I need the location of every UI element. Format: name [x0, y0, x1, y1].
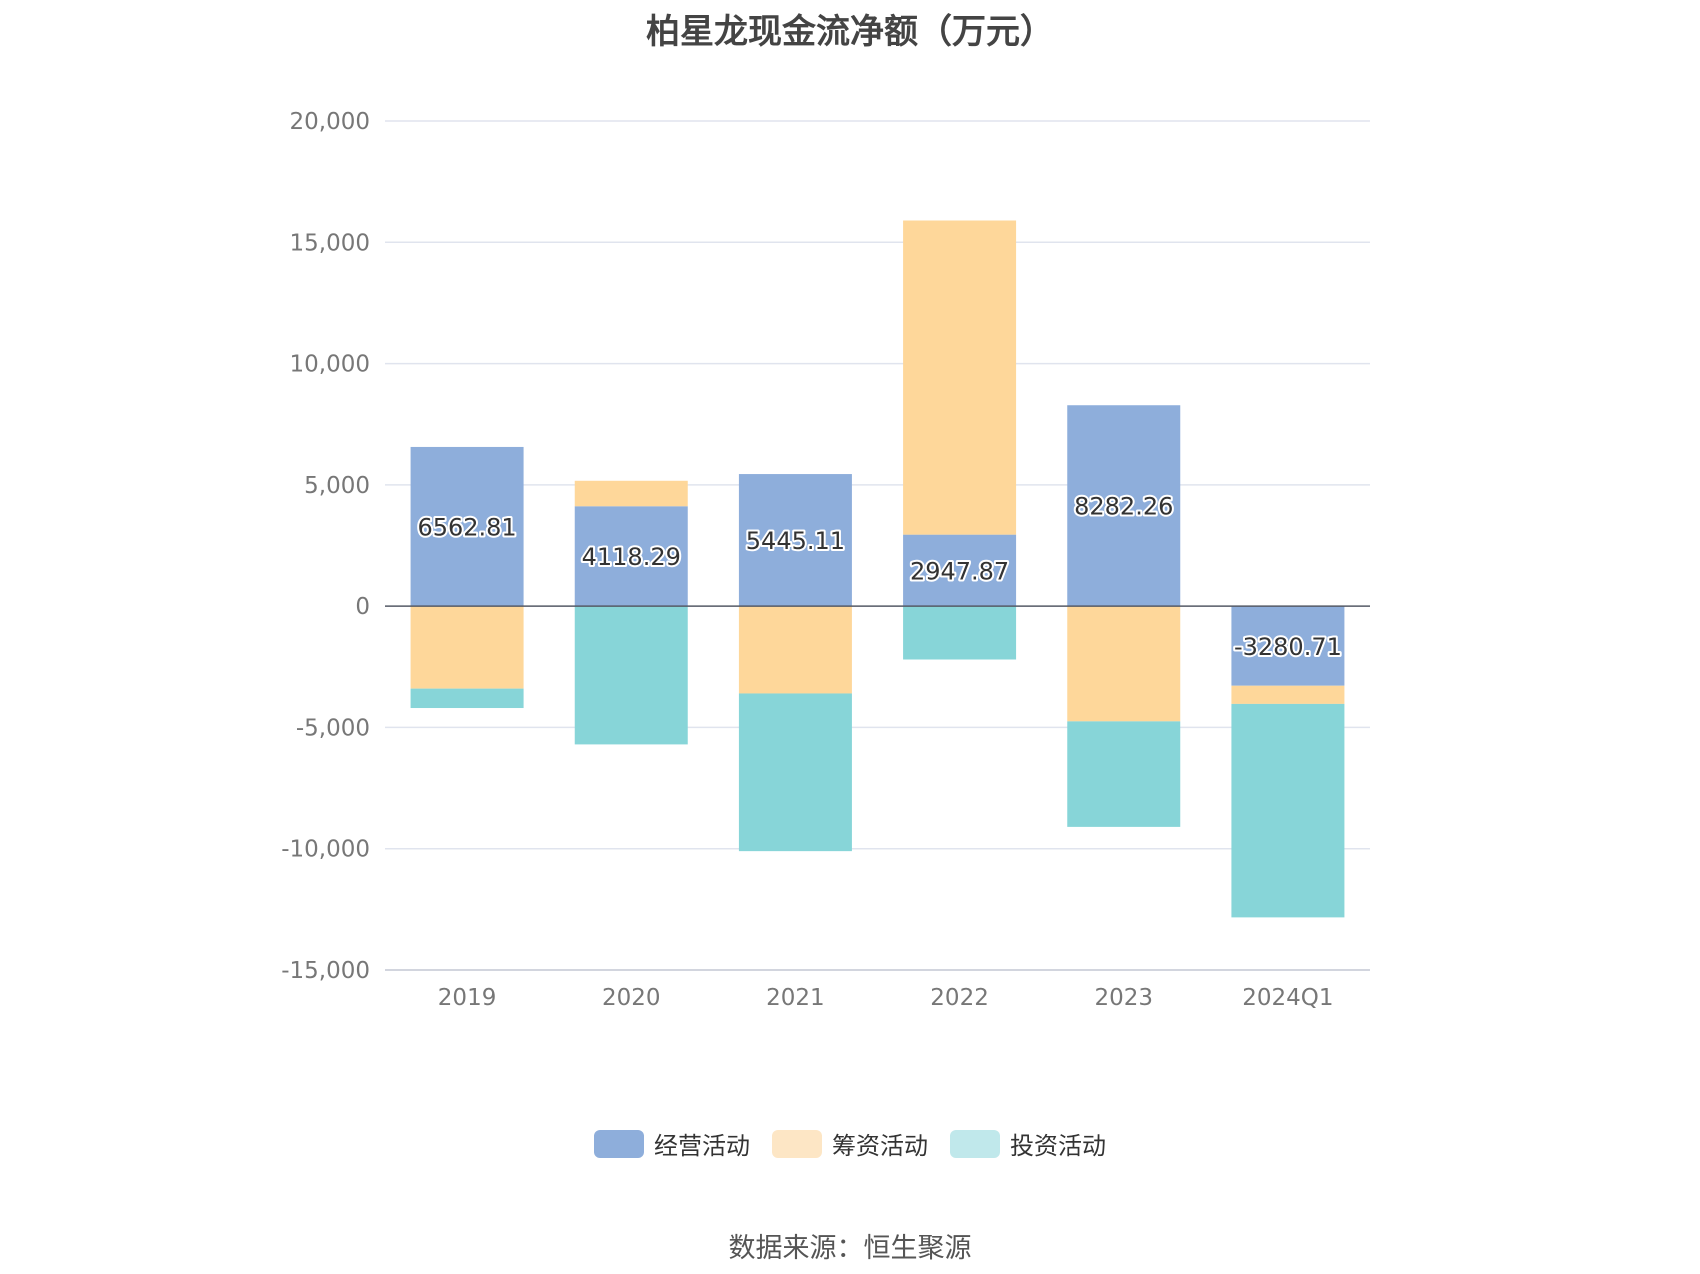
x-tick-label: 2024Q1	[1242, 985, 1333, 1011]
legend: 经营活动 筹资活动 投资活动	[0, 1126, 1700, 1161]
bar-投资活动-2022	[903, 606, 1017, 660]
data-label: 5445.11	[746, 527, 845, 555]
x-tick-label: 2021	[766, 985, 825, 1011]
x-tick-label: 2019	[438, 985, 497, 1011]
legend-label: 经营活动	[654, 1132, 750, 1160]
y-tick-label: 15,000	[290, 230, 370, 256]
y-tick-label: 0	[355, 594, 370, 620]
bar-投资活动-2023	[1067, 721, 1181, 827]
x-tick-label: 2023	[1094, 985, 1153, 1011]
data-label: -3280.71	[1234, 633, 1342, 661]
legend-swatch	[594, 1129, 644, 1158]
bar-投资活动-2021	[738, 693, 852, 852]
y-tick-label: -15,000	[281, 958, 370, 984]
bar-经营活动-2021	[738, 474, 852, 607]
legend-item[interactable]: 投资活动	[950, 1126, 1106, 1161]
bar-筹资活动-2021	[738, 606, 852, 694]
data-source: 数据来源：恒生聚源	[728, 1233, 972, 1264]
bar-经营活动-2020	[574, 506, 688, 607]
bar-经营活动-2023	[1067, 405, 1181, 607]
chart-title: 柏星龙现金流净额（万元）	[646, 12, 1054, 52]
bar-投资活动-2019	[410, 688, 524, 709]
grid-lines	[385, 120, 1370, 971]
bar-投资活动-2024Q1	[1231, 703, 1345, 918]
bar-筹资活动-2022	[903, 220, 1017, 535]
data-label: 4118.29	[582, 543, 681, 571]
bars	[410, 220, 1345, 918]
bar-经营活动-2019	[410, 446, 524, 607]
x-tick-label: 2022	[930, 985, 989, 1011]
bar-筹资活动-2024Q1	[1231, 685, 1345, 704]
y-tick-label: 10,000	[290, 352, 370, 378]
bar-筹资活动-2020	[574, 480, 688, 507]
y-tick-label: 5,000	[304, 473, 370, 499]
bar-筹资活动-2019	[410, 606, 524, 689]
data-label: 6562.81	[417, 514, 516, 542]
y-tick-label: -5,000	[296, 715, 370, 741]
bar-经营活动-2022	[903, 534, 1017, 607]
data-labels: 6562.81 4118.29 5445.11 2947.87 8282.26 -3280…	[415, 491, 1343, 663]
y-tick-label: 20,000	[290, 109, 370, 135]
bar-筹资活动-2023	[1067, 606, 1181, 722]
axes: 20,000 15,000 10,000 5,000 0 -5,000 -10,000 -15…	[281, 109, 1370, 1011]
legend-label: 投资活动	[1010, 1132, 1106, 1160]
legend-label: 筹资活动	[832, 1132, 928, 1160]
data-label: 8282.26	[1074, 493, 1173, 521]
bar-经营活动-2024Q1	[1231, 606, 1345, 686]
legend-item[interactable]: 经营活动	[594, 1126, 750, 1161]
legend-swatch	[950, 1129, 1000, 1158]
x-tick-label: 2020	[602, 985, 661, 1011]
data-label: 2947.87	[910, 557, 1009, 585]
bar-投资活动-2020	[574, 606, 688, 745]
legend-item[interactable]: 筹资活动	[772, 1126, 928, 1161]
y-tick-label: -10,000	[281, 837, 370, 863]
legend-swatch	[772, 1129, 822, 1158]
